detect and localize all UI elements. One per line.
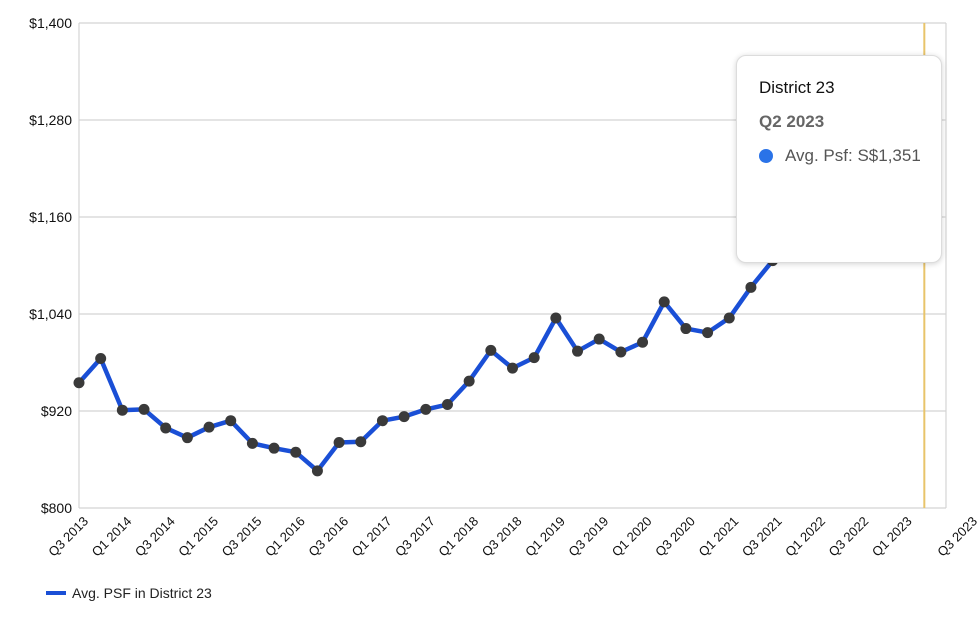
data-point[interactable] <box>225 415 237 427</box>
data-point[interactable] <box>745 281 757 293</box>
y-tick-label: $800 <box>41 500 72 516</box>
x-tick-label: Q3 2018 <box>479 514 525 560</box>
y-tick-label: $1,160 <box>29 209 72 225</box>
data-point[interactable] <box>355 436 367 448</box>
legend[interactable]: Avg. PSF in District 23 <box>46 585 212 601</box>
tooltip-series-dot <box>759 149 773 163</box>
data-point[interactable] <box>441 399 453 411</box>
data-point[interactable] <box>507 362 518 374</box>
data-point[interactable] <box>658 296 670 308</box>
x-tick-label: Q1 2021 <box>695 514 741 560</box>
x-tick-label: Q3 2016 <box>305 514 351 560</box>
x-tick-label: Q1 2018 <box>435 514 481 560</box>
series-avg-psf <box>73 57 930 477</box>
data-point[interactable] <box>246 437 258 449</box>
x-tick-label: Q1 2023 <box>869 514 915 560</box>
x-tick-label: Q3 2013 <box>45 514 91 560</box>
data-point[interactable] <box>376 415 388 427</box>
x-tick-label: Q3 2015 <box>219 514 265 560</box>
data-point[interactable] <box>268 442 280 454</box>
y-tick-label: $920 <box>41 403 72 419</box>
grid-lines <box>78 22 947 509</box>
y-axis-ticks: $800 $920 $1,040 $1,160 $1,280 $1,400 <box>29 15 72 516</box>
data-point[interactable] <box>680 323 692 335</box>
data-point[interactable] <box>702 327 714 339</box>
x-tick-label: Q1 2017 <box>349 514 395 560</box>
y-tick-label: $1,400 <box>29 15 72 31</box>
data-point[interactable] <box>463 375 475 387</box>
data-point[interactable] <box>160 422 172 434</box>
legend-label: Avg. PSF in District 23 <box>72 585 212 601</box>
data-point[interactable] <box>181 432 193 444</box>
data-point[interactable] <box>485 344 497 356</box>
x-tick-label: Q3 2019 <box>565 514 611 560</box>
data-point[interactable] <box>311 465 323 477</box>
data-point[interactable] <box>637 336 649 348</box>
data-point[interactable] <box>593 333 605 345</box>
tooltip-title: District 23 <box>759 78 835 97</box>
tooltip-value: Avg. Psf: S$1,351 <box>785 146 921 165</box>
x-tick-label: Q1 2014 <box>89 514 135 560</box>
y-tick-label: $1,040 <box>29 306 72 322</box>
tooltip-row: Avg. Psf: S$1,351 <box>759 146 941 166</box>
data-point[interactable] <box>528 352 540 364</box>
x-tick-label: Q3 2021 <box>739 514 785 560</box>
data-point[interactable] <box>420 403 432 415</box>
x-tick-label: Q3 2014 <box>132 514 178 560</box>
data-point[interactable] <box>615 346 627 358</box>
data-point[interactable] <box>73 377 85 389</box>
data-point[interactable] <box>398 411 410 423</box>
tooltip-period: Q2 2023 <box>759 112 825 131</box>
x-tick-label: Q3 2017 <box>392 514 438 560</box>
x-tick-label: Q3 2022 <box>826 514 872 560</box>
x-tick-label: Q1 2015 <box>175 514 221 560</box>
data-point[interactable] <box>203 421 215 433</box>
data-point[interactable] <box>572 345 584 357</box>
y-tick-label: $1,280 <box>29 112 72 128</box>
x-tick-label: Q1 2019 <box>522 514 568 560</box>
x-tick-label: Q1 2020 <box>609 514 655 560</box>
x-tick-label: Q1 2022 <box>782 514 828 560</box>
data-point[interactable] <box>550 312 562 324</box>
data-point[interactable] <box>95 352 107 364</box>
data-point[interactable] <box>290 446 302 458</box>
x-tick-label: Q1 2016 <box>262 514 308 560</box>
data-point[interactable] <box>333 437 345 449</box>
data-point[interactable] <box>116 404 128 416</box>
x-tick-label: Q3 2020 <box>652 514 698 560</box>
x-tick-label: Q3 2023 <box>934 514 980 560</box>
data-point[interactable] <box>723 312 735 324</box>
tooltip: District 23 Q2 2023 Avg. Psf: S$1,351 <box>736 55 942 263</box>
legend-swatch <box>46 591 66 595</box>
data-point[interactable] <box>138 403 150 415</box>
